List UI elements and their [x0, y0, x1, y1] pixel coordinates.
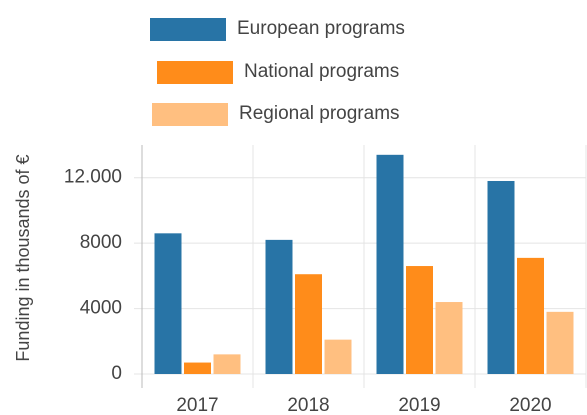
legend-swatch [152, 103, 228, 126]
bar [487, 180, 515, 374]
x-tick-label: 2017 [176, 395, 218, 415]
bar [546, 311, 574, 374]
y-axis-title: Funding in thousands of € [13, 154, 33, 361]
y-tick-label: 4000 [80, 298, 122, 319]
x-tick-label: 2019 [398, 395, 440, 415]
legend-label: National programs [244, 61, 399, 82]
bar [324, 339, 352, 374]
legend-label: European programs [237, 18, 405, 39]
legend-label: Regional programs [239, 103, 400, 124]
y-tick-label: 12.000 [64, 167, 122, 188]
bar [435, 302, 463, 374]
y-tick-label: 8000 [80, 232, 122, 253]
bar [406, 266, 433, 374]
bar [265, 239, 293, 374]
bar [517, 257, 544, 374]
legend-swatch [150, 18, 226, 41]
x-tick-label: 2018 [287, 395, 329, 415]
bar [213, 354, 241, 374]
bar [184, 362, 211, 374]
legend-swatch [157, 61, 233, 84]
bar [295, 274, 322, 374]
bar [376, 154, 404, 374]
y-tick-label: 0 [111, 363, 122, 384]
bar [154, 233, 182, 374]
x-tick-label: 2020 [509, 395, 551, 415]
